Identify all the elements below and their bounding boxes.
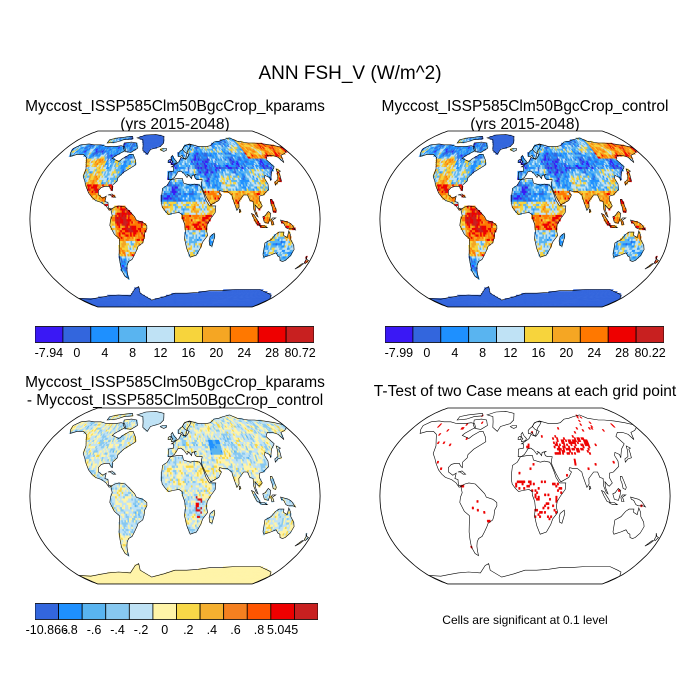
colorbar-tick-label: 4: [101, 346, 109, 360]
colorbar-tick-label: 80.72: [284, 346, 316, 360]
map-panel-difference: [29, 407, 321, 585]
panel1-title: Myccost_ISSP585Clm50BgcCrop_kparams (yrs…: [0, 98, 350, 134]
colorbar-swatch: [35, 603, 59, 620]
panel3-title: Myccost_ISSP585Clm50BgcCrop_kparams - My…: [0, 374, 350, 410]
map-border: [29, 407, 321, 585]
colorbar-tick-label: -.2: [133, 623, 149, 637]
colorbar-swatch: [35, 326, 64, 343]
colorbar-tick-label: 0: [73, 346, 81, 360]
colorbar-swatch: [152, 603, 177, 620]
colorbar-tick-label: 4: [451, 346, 459, 360]
panel2-title-line1: Myccost_ISSP585Clm50BgcCrop_control: [381, 98, 669, 115]
colorbar-tick-label: 0: [161, 623, 169, 637]
colorbar-tick-label: 20: [559, 346, 574, 360]
colorbar-tick-label: 80.22: [634, 346, 666, 360]
colorbar-kparams-ticks: -7.94 0 4 8 12 16 20 24 28 80.72: [34, 346, 316, 362]
colorbar-tick-label: -7.94: [34, 346, 64, 360]
colorbar-tick-label: -.4: [110, 623, 125, 637]
colorbar-control: [385, 326, 664, 343]
colorbar-tick-label: 28: [615, 346, 630, 360]
colorbar-swatch: [90, 326, 120, 343]
map-border: [379, 130, 671, 308]
colorbar-swatch: [440, 326, 470, 343]
coastlines: [69, 134, 309, 307]
coastlines: [419, 134, 659, 307]
map-panel-control: [379, 130, 671, 308]
colorbar-tick-label: .8: [253, 623, 265, 637]
colorbar-tick-label: 24: [237, 346, 252, 360]
colorbar-tick-label: -10.866: [25, 623, 68, 637]
map-panel-kparams: [29, 130, 321, 308]
significance-footnote: Cells are significant at 0.1 level: [442, 613, 608, 627]
panel3-title-line1: Myccost_ISSP585Clm50BgcCrop_kparams: [25, 374, 325, 391]
panel2-title-line2: (yrs 2015-2048): [470, 116, 580, 133]
colorbar-swatch: [229, 326, 259, 343]
colorbar-swatch: [201, 326, 231, 343]
colorbar-swatch: [607, 326, 637, 343]
colorbar-tick-label: 16: [531, 346, 546, 360]
colorbar-swatch: [257, 326, 287, 343]
panel4-title-line1: T-Test of two Case means at each grid po…: [373, 383, 677, 400]
coastlines: [69, 411, 309, 584]
colorbar-swatch: [58, 603, 83, 620]
colorbar-swatch: [270, 603, 295, 620]
colorbar-tick-label: 24: [587, 346, 602, 360]
panel2-title: Myccost_ISSP585Clm50BgcCrop_control (yrs…: [350, 98, 700, 134]
colorbar-tick-label: .2: [183, 623, 194, 637]
colorbar-tick-label: 28: [265, 346, 280, 360]
colorbar-tick-label: 12: [503, 346, 518, 360]
colorbar-swatch: [524, 326, 553, 343]
colorbar-swatch: [105, 603, 130, 620]
colorbar-tick-label: 20: [209, 346, 224, 360]
map-panel-ttest: [379, 407, 671, 585]
colorbar-tick-label: 12: [153, 346, 168, 360]
colorbar-control-ticks: -7.99 0 4 8 12 16 20 24 28 80.22: [384, 346, 666, 362]
colorbar-swatch: [468, 326, 497, 343]
colorbar-tick-label: -.6: [86, 623, 102, 637]
colorbar-tick-label: -7.99: [384, 346, 414, 360]
figure-title: ANN FSH_V (W/m^2): [258, 63, 442, 84]
colorbar-swatch: [146, 326, 175, 343]
colorbar-swatch: [62, 326, 92, 343]
colorbar-tick-label: .6: [230, 623, 241, 637]
panel1-title-line1: Myccost_ISSP585Clm50BgcCrop_kparams: [25, 98, 325, 115]
colorbar-swatch: [385, 326, 414, 343]
map-border: [29, 130, 321, 308]
colorbar-tick-label: 16: [181, 346, 196, 360]
colorbar-tick-label: 8: [479, 346, 487, 360]
colorbar-swatch: [635, 326, 664, 343]
colorbar-swatch: [294, 603, 318, 620]
coastlines: [419, 411, 659, 584]
colorbar-tick-label: 5.045: [266, 623, 299, 637]
panel1-title-line2: (yrs 2015-2048): [120, 116, 230, 133]
map-border: [379, 407, 671, 585]
colorbar-swatch: [246, 603, 272, 620]
colorbar-swatch: [176, 603, 201, 620]
colorbar-swatch: [81, 603, 107, 620]
colorbar-swatch: [579, 326, 609, 343]
colorbar-tick-label: 8: [129, 346, 137, 360]
colorbar-swatch: [118, 326, 147, 343]
colorbar-swatch: [199, 603, 225, 620]
panel3-title-line2: - Myccost_ISSP585Clm50BgcCrop_control: [26, 392, 324, 409]
colorbar-difference-ticks: -10.866 -.8 -.6 -.4 -.2 0 .2 .4 .6 .8 5.045: [26, 623, 318, 639]
colorbar-difference: [35, 603, 318, 620]
colorbar-swatch: [128, 603, 154, 620]
colorbar-swatch: [285, 326, 314, 343]
colorbar-tick-label: .4: [206, 623, 218, 637]
colorbar-swatch: [551, 326, 581, 343]
colorbar-swatch: [174, 326, 203, 343]
colorbar-swatch: [496, 326, 525, 343]
colorbar-tick-label: -.8: [63, 623, 78, 637]
map-cells: [436, 414, 643, 549]
colorbar-tick-label: 0: [423, 346, 431, 360]
colorbar-kparams: [35, 326, 314, 343]
panel4-title: T-Test of two Case means at each grid po…: [350, 383, 700, 401]
colorbar-swatch: [223, 603, 248, 620]
colorbar-swatch: [412, 326, 442, 343]
map-cells: [68, 134, 309, 307]
